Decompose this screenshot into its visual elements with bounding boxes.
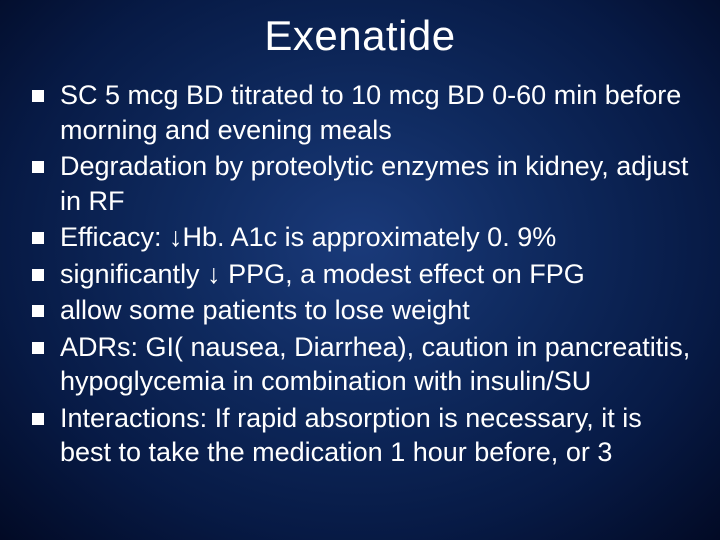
list-item: Interactions: If rapid absorption is nec…: [26, 401, 700, 470]
bullet-text: Interactions: If rapid absorption is nec…: [60, 403, 642, 468]
list-item: Degradation by proteolytic enzymes in ki…: [26, 149, 700, 218]
slide: Exenatide SC 5 mcg BD titrated to 10 mcg…: [0, 0, 720, 540]
bullet-text: Efficacy: ↓Hb. A1c is approximately 0. 9…: [60, 222, 556, 252]
list-item: ADRs: GI( nausea, Diarrhea), caution in …: [26, 330, 700, 399]
bullet-list: SC 5 mcg BD titrated to 10 mcg BD 0-60 m…: [20, 78, 700, 470]
list-item: significantly ↓ PPG, a modest effect on …: [26, 257, 700, 292]
slide-title: Exenatide: [20, 12, 700, 60]
list-item: SC 5 mcg BD titrated to 10 mcg BD 0-60 m…: [26, 78, 700, 147]
bullet-text: SC 5 mcg BD titrated to 10 mcg BD 0-60 m…: [60, 80, 681, 145]
bullet-text: significantly ↓ PPG, a modest effect on …: [60, 259, 585, 289]
bullet-text: Degradation by proteolytic enzymes in ki…: [60, 151, 688, 216]
bullet-text: ADRs: GI( nausea, Diarrhea), caution in …: [60, 332, 690, 397]
list-item: allow some patients to lose weight: [26, 293, 700, 328]
bullet-text: allow some patients to lose weight: [60, 295, 470, 325]
list-item: Efficacy: ↓Hb. A1c is approximately 0. 9…: [26, 220, 700, 255]
